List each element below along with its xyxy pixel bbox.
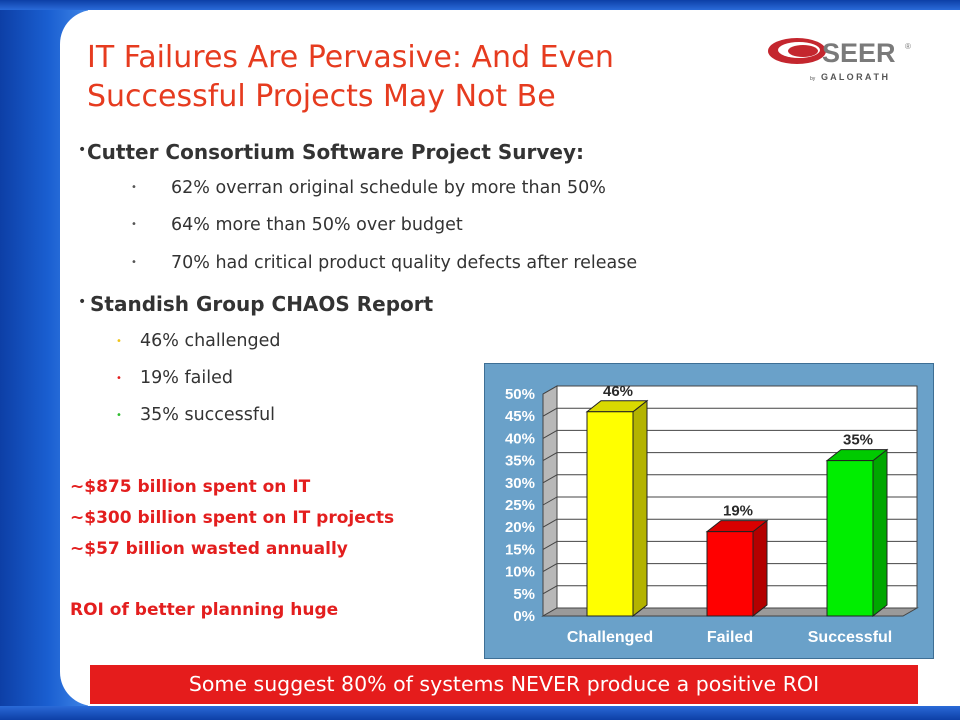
y-tick-label: 10% xyxy=(505,564,535,581)
y-tick-label: 20% xyxy=(505,519,535,536)
y-tick-label: 50% xyxy=(505,386,535,403)
seer-logo-by: by xyxy=(810,76,816,82)
chart-gridline-side xyxy=(542,452,558,462)
cutter-item-2: 64% more than 50% over budget xyxy=(171,215,463,235)
x-tick-label-failed: Failed xyxy=(707,629,753,646)
slide-title: IT Failures Are Pervasive: And Even Succ… xyxy=(87,38,727,116)
bar-side-successful xyxy=(872,448,888,618)
bar-side-failed xyxy=(752,519,768,618)
y-tick-label: 45% xyxy=(505,408,535,425)
spending-line-wasted: ~$57 billion wasted annually xyxy=(70,539,348,559)
y-tick-label: 25% xyxy=(505,497,535,514)
cutter-item-1-bullet: • xyxy=(131,182,137,193)
standish-item-2-bullet: • xyxy=(116,373,122,384)
bar-successful xyxy=(826,460,874,617)
chart-gridline-side xyxy=(542,385,558,395)
seer-swoosh-icon xyxy=(768,38,826,64)
chart-gridline-side xyxy=(542,540,558,550)
chart-gridline-side xyxy=(542,429,558,439)
standish-item-1-bullet: • xyxy=(116,336,122,347)
seer-logo-wordmark: SEER xyxy=(822,38,896,68)
cutter-item-3: 70% had critical product quality defects… xyxy=(171,253,638,273)
slide-frame-bottom xyxy=(0,706,960,720)
standish-bullet: • xyxy=(78,294,87,310)
roi-note: ROI of better planning huge xyxy=(70,600,339,620)
chart-gridline-side xyxy=(542,585,558,595)
slide-title-line-1: IT Failures Are Pervasive: And Even xyxy=(87,40,614,75)
y-tick-label: 0% xyxy=(513,608,535,625)
data-label-challenged: 46% xyxy=(603,383,633,400)
slide-title-line-2: Successful Projects May Not Be xyxy=(87,79,556,114)
chart-gridline-side xyxy=(542,496,558,506)
standish-item-failed: 19% failed xyxy=(140,368,233,388)
seer-logo-company: G A L O R A T H xyxy=(821,72,888,82)
x-tick-label-challenged: Challenged xyxy=(567,629,653,646)
standish-item-3-bullet: • xyxy=(116,410,122,421)
y-tick-label: 40% xyxy=(505,430,535,447)
seer-logo-reg: ® xyxy=(905,42,911,51)
cutter-item-3-bullet: • xyxy=(131,257,137,268)
roi-banner: Some suggest 80% of systems NEVER produc… xyxy=(90,665,918,704)
standish-heading: Standish Group CHAOS Report xyxy=(90,292,434,316)
cutter-item-1: 62% overran original schedule by more th… xyxy=(171,178,606,198)
standish-item-challenged: 46% challenged xyxy=(140,331,281,351)
data-label-successful: 35% xyxy=(843,432,873,449)
bar-failed xyxy=(706,531,754,617)
y-tick-label: 15% xyxy=(505,541,535,558)
y-tick-label: 30% xyxy=(505,475,535,492)
spending-line-projects: ~$300 billion spent on IT projects xyxy=(70,508,395,528)
seer-logo: SEER ® by G A L O R A T H xyxy=(768,38,911,82)
chaos-chart: 0% 5% 10% 15% 20% 25% 30% 35% 40% 45% 50% 46% Challe… xyxy=(484,363,934,659)
chart-gridline-side xyxy=(542,518,558,528)
bar-challenged xyxy=(586,411,634,617)
data-label-failed: 19% xyxy=(723,503,753,520)
x-tick-label-successful: Successful xyxy=(808,629,892,646)
cutter-item-2-bullet: • xyxy=(131,219,137,230)
spending-line-it: ~$875 billion spent on IT xyxy=(70,477,311,497)
chart-gridline-side xyxy=(542,407,558,417)
y-tick-label: 5% xyxy=(513,586,535,603)
bar-side-challenged xyxy=(632,399,648,618)
cutter-bullet: • xyxy=(78,142,87,158)
cutter-heading: Cutter Consortium Software Project Surve… xyxy=(87,140,585,164)
standish-item-successful: 35% successful xyxy=(140,405,276,425)
y-tick-label: 35% xyxy=(505,453,535,470)
chart-gridline-side xyxy=(542,474,558,484)
chart-gridline-side xyxy=(542,563,558,573)
slide-frame-top xyxy=(0,0,960,10)
chaos-bar-chart: 0% 5% 10% 15% 20% 25% 30% 35% 40% 45% 50% 46% Challe… xyxy=(505,383,919,646)
